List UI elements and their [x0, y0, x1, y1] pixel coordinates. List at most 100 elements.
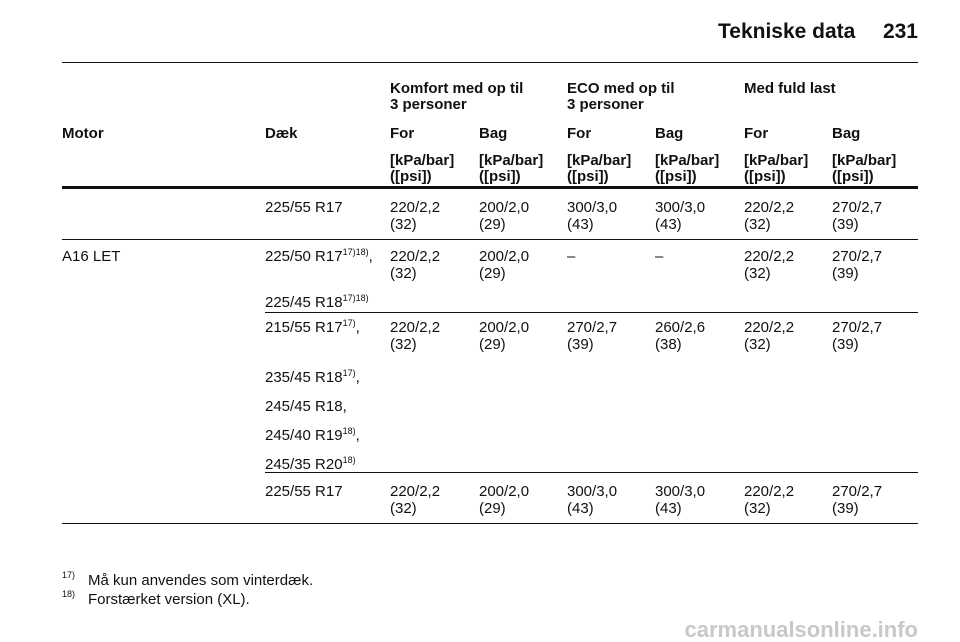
tire-text: 225/50 R17 [265, 248, 343, 265]
tire-text: 225/55 R17 [265, 483, 343, 500]
pressure: (38) [655, 336, 682, 353]
column-header: Motor [62, 125, 104, 142]
motor: A16 LET [62, 248, 121, 265]
tire-text: 245/35 R20 [265, 456, 343, 473]
pressure: 270/2,7 [832, 248, 883, 265]
pressure: (32) [390, 265, 417, 282]
tire-text: 245/40 R19 [265, 427, 343, 444]
footnote-ref: 17)18) [342, 293, 369, 303]
pressure: 220/2,2 [744, 199, 795, 216]
group-header: ECO med op til [567, 80, 675, 97]
pressure: (39) [832, 500, 859, 517]
pressure: (43) [567, 500, 594, 517]
watermark: carmanualsonline.info [684, 617, 919, 642]
pressure: (32) [390, 336, 417, 353]
unit-header: ([psi]) [832, 168, 874, 185]
pressure: 220/2,2 [744, 483, 795, 500]
pressure: 300/3,0 [567, 199, 618, 216]
pressure: (32) [744, 265, 771, 282]
unit-header: [kPa/bar] [479, 152, 544, 169]
tire-text: , [355, 427, 360, 444]
unit-header: ([psi]) [567, 168, 609, 185]
pressure: 200/2,0 [479, 319, 530, 336]
pressure: 200/2,0 [479, 199, 530, 216]
tire-size: 245/45 R18, [265, 398, 347, 415]
page-title: Tekniske data [718, 20, 856, 43]
column-header: For [744, 125, 769, 142]
pressure: (39) [832, 265, 859, 282]
unit-header: [kPa/bar] [567, 152, 632, 169]
footnote-ref: 18) [342, 455, 356, 465]
group-header: Med fuld last [744, 80, 836, 97]
pressure: (32) [390, 500, 417, 517]
pressure: (43) [655, 216, 682, 233]
pressure: 300/3,0 [655, 483, 706, 500]
footnote-ref: 17)18) [342, 247, 369, 257]
unit-header: ([psi]) [655, 168, 697, 185]
footnote-text: Må kun anvendes som vinterdæk. [88, 572, 314, 589]
rule [265, 472, 918, 473]
tire-size: 245/35 R2018) [265, 455, 356, 474]
rule [265, 312, 918, 313]
unit-header: ([psi]) [390, 168, 432, 185]
unit-header: [kPa/bar] [832, 152, 897, 169]
unit-header: ([psi]) [479, 168, 521, 185]
pressure: 220/2,2 [390, 483, 441, 500]
pressure: (32) [744, 336, 771, 353]
column-header: Bag [655, 125, 684, 142]
pressure: 270/2,7 [832, 483, 883, 500]
footnote-mark: 18) [62, 589, 76, 599]
pressure: (29) [479, 336, 506, 353]
pressure: (39) [832, 216, 859, 233]
pressure: 220/2,2 [390, 248, 441, 265]
pressure: 260/2,6 [655, 319, 706, 336]
pressure: 220/2,2 [744, 248, 795, 265]
group-header: 3 personer [390, 96, 467, 113]
pressure: 300/3,0 [567, 483, 618, 500]
tire-size: 225/55 R17 [265, 483, 343, 500]
unit-header: [kPa/bar] [390, 152, 455, 169]
column-header: Bag [832, 125, 861, 142]
column-header: For [567, 125, 592, 142]
tire-text: , [368, 248, 373, 265]
pressure: – [567, 248, 576, 265]
rule [62, 186, 918, 189]
footnote-ref: 17) [342, 318, 356, 328]
tire-text: 225/55 R17 [265, 199, 343, 216]
pressure: 200/2,0 [479, 483, 530, 500]
tire-size: 245/40 R1918), [265, 426, 360, 445]
pressure: (29) [479, 500, 506, 517]
footnote-ref: 18) [342, 426, 356, 436]
column-header: For [390, 125, 415, 142]
rule [62, 523, 918, 524]
pressure: (32) [744, 500, 771, 517]
pressure: 270/2,7 [567, 319, 618, 336]
pressure: (39) [832, 336, 859, 353]
rule [62, 62, 918, 63]
group-header: 3 personer [567, 96, 644, 113]
unit-header: [kPa/bar] [655, 152, 720, 169]
pressure: (29) [479, 265, 506, 282]
column-header: Dæk [265, 125, 298, 142]
pressure: 300/3,0 [655, 199, 706, 216]
tire-size: 235/45 R1817), [265, 369, 360, 387]
tire-text: 215/55 R17 [265, 319, 343, 336]
tire-text: , [355, 369, 360, 386]
page-number: 231 [882, 20, 918, 43]
footnote-mark: 17) [62, 570, 76, 580]
pressure: 220/2,2 [390, 319, 441, 336]
pressure: (43) [655, 500, 682, 517]
pressure: 220/2,2 [390, 199, 441, 216]
rule [62, 239, 918, 240]
tire-text: 235/45 R18 [265, 369, 343, 386]
tire-size: 215/55 R1717), [265, 318, 360, 337]
group-header: Komfort med op til [390, 80, 524, 97]
footnote-text: Forstærket version (XL). [88, 591, 250, 608]
pressure: 270/2,7 [832, 319, 883, 336]
unit-header: [kPa/bar] [744, 152, 809, 169]
tire-size: 225/45 R1817)18) [265, 293, 369, 312]
pressure: 220/2,2 [744, 319, 795, 336]
pressure: 200/2,0 [479, 248, 530, 265]
tire-text: , [355, 319, 360, 336]
